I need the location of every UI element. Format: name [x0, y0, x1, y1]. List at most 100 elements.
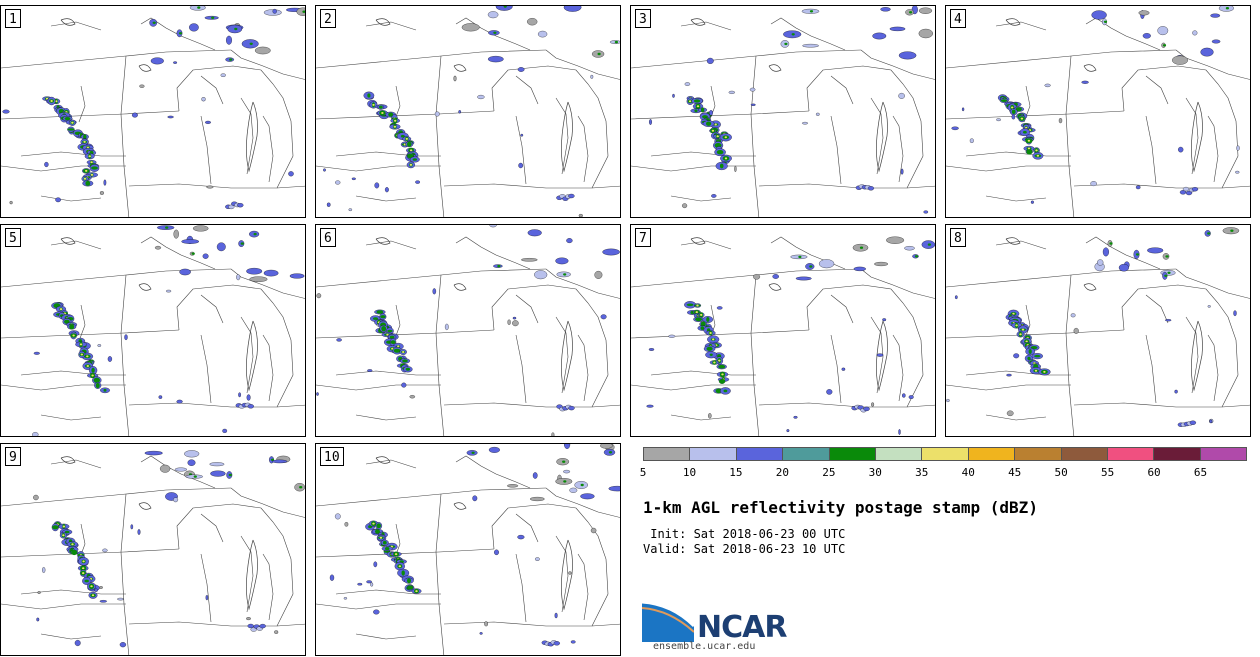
state-border: [78, 304, 86, 342]
state-border: [577, 553, 589, 621]
state-border: [240, 535, 254, 613]
echo-core: [709, 353, 713, 356]
echo-cell: [961, 107, 965, 112]
echo-cell: [826, 389, 833, 395]
echo-cell: [373, 561, 378, 568]
echo-cell: [672, 93, 675, 98]
echo-cell: [176, 399, 183, 404]
echo-core: [1034, 354, 1041, 358]
echo-core: [67, 128, 75, 131]
echo-core: [83, 177, 87, 180]
echo-cell: [568, 405, 575, 411]
echo-cell: [564, 444, 571, 449]
echo-core: [394, 119, 397, 122]
lake-outline: [60, 456, 76, 464]
echo-cell: [517, 67, 525, 72]
echo-core: [700, 313, 703, 316]
echo-cell: [131, 112, 138, 118]
echo-cell: [181, 239, 200, 244]
echo-cell: [1185, 190, 1193, 196]
echo-cell: [174, 467, 188, 472]
state-border: [40, 195, 102, 202]
echo-core: [1011, 109, 1016, 115]
echo-cell: [716, 306, 723, 310]
echo-core: [249, 42, 253, 45]
echo-cell: [139, 84, 145, 88]
member-label: 10: [320, 447, 344, 466]
echo-core: [152, 21, 156, 24]
state-border: [262, 553, 274, 621]
state-border: [965, 370, 1071, 376]
state-border: [806, 65, 924, 189]
echo-cell: [749, 87, 756, 92]
echo-core: [62, 525, 66, 528]
echo-core: [1165, 255, 1169, 258]
echo-cell: [55, 197, 61, 203]
echo-cell: [1211, 39, 1221, 44]
echo-core: [69, 324, 75, 330]
echo-cell: [130, 524, 134, 530]
echo-cell: [568, 193, 575, 199]
colorbar-tick-label: 40: [961, 466, 975, 479]
echo-cell: [529, 496, 545, 502]
echo-core: [597, 52, 601, 56]
state-border: [316, 548, 495, 558]
echo-core: [724, 157, 728, 160]
echo-core: [378, 105, 383, 109]
echo-core: [716, 150, 724, 155]
echo-core: [696, 105, 700, 108]
echo-core: [614, 40, 618, 44]
echo-core: [1026, 149, 1033, 155]
echo-core: [382, 540, 387, 545]
member-panel-4: 4: [945, 5, 1251, 218]
echo-core: [393, 348, 401, 353]
echo-core: [784, 42, 788, 46]
echo-cell: [795, 276, 812, 281]
echo-core: [64, 117, 71, 121]
echo-core: [83, 140, 86, 143]
echo-cell: [1058, 118, 1063, 124]
member-label: 9: [5, 447, 21, 466]
echo-cell: [684, 82, 691, 86]
echo-cell: [750, 103, 756, 106]
echo-cell: [512, 320, 519, 327]
lake-outline: [245, 539, 258, 611]
state-border: [1207, 115, 1219, 183]
colorbar-tick-label: 50: [1054, 466, 1068, 479]
state-border: [946, 268, 1177, 288]
state-border: [335, 589, 441, 595]
echo-core: [407, 578, 411, 584]
echo-cell: [923, 210, 929, 214]
echo-core: [1034, 369, 1038, 372]
echo-cell: [479, 632, 483, 635]
echo-core: [90, 585, 93, 588]
echo-cell: [648, 348, 655, 351]
state-border: [443, 621, 620, 627]
state-border: [50, 240, 102, 250]
echo-cell: [296, 7, 305, 16]
echo-cell: [951, 126, 959, 131]
state-border: [20, 151, 126, 157]
echo-core: [72, 334, 75, 337]
echo-cell: [886, 236, 905, 244]
lake-outline: [60, 237, 76, 245]
state-border: [860, 49, 935, 80]
echo-cell: [1102, 247, 1109, 257]
reflectivity-map: [946, 227, 1250, 436]
echo-core: [927, 243, 931, 246]
echo-core: [197, 6, 201, 9]
echo-cell: [236, 274, 241, 281]
echo-core: [165, 226, 169, 229]
state-border: [140, 17, 216, 51]
echo-core: [686, 303, 694, 307]
echo-cell: [1073, 327, 1079, 334]
echo-cell: [568, 571, 572, 575]
echo-cell: [2, 109, 10, 114]
echo-core: [1023, 130, 1027, 134]
echo-cell: [578, 213, 583, 217]
state-border: [1, 384, 126, 391]
echo-core: [393, 125, 397, 128]
colorbar-segment: [1154, 448, 1201, 460]
echo-cell: [753, 274, 761, 280]
lake-outline: [138, 64, 152, 72]
